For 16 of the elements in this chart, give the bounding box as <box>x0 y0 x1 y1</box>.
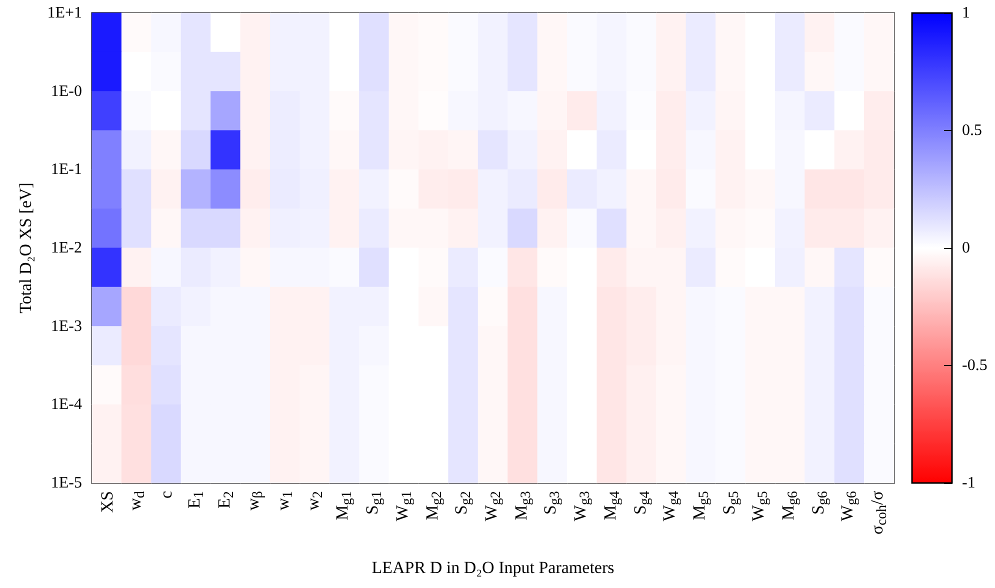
color-bar-label: -1 <box>962 474 976 492</box>
y-axis-title: Total D₂O XS [eV] <box>16 182 35 314</box>
color-bar-label: 1 <box>962 4 970 22</box>
color-bar-label: 0.5 <box>962 122 982 139</box>
x-axis-title: LEAPR D in D₂O Input Parameters <box>372 558 614 577</box>
y-tick-label: 1E-1 <box>50 161 82 178</box>
y-tick-label: 1E-0 <box>50 82 82 100</box>
color-bar-label: 0 <box>962 240 970 256</box>
color-bar-label: -0.5 <box>962 357 988 374</box>
y-tick-label: 1E-2 <box>50 240 82 256</box>
y-tick-label: 1E-3 <box>50 318 82 335</box>
x-tick-label: c <box>156 491 176 499</box>
y-tick-label: 1E+1 <box>47 4 82 22</box>
x-tick-label: XS <box>97 491 116 513</box>
y-tick-label: 1E-5 <box>50 474 82 492</box>
y-tick-label: 1E-4 <box>50 396 82 414</box>
